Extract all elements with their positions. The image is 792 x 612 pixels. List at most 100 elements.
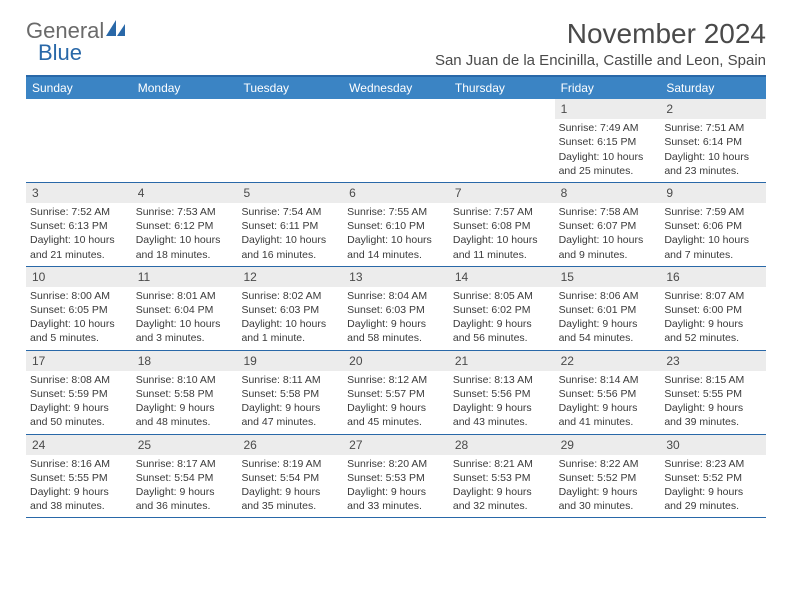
sunset-text: Sunset: 6:02 PM xyxy=(453,303,551,317)
daylight-text: Daylight: 10 hours and 16 minutes. xyxy=(241,233,339,261)
day-number: 21 xyxy=(449,351,555,371)
daylight-text: Daylight: 9 hours and 50 minutes. xyxy=(30,401,128,429)
day-number: 7 xyxy=(449,183,555,203)
day-number: 25 xyxy=(132,435,238,455)
blank-cell xyxy=(343,99,449,182)
sunrise-text: Sunrise: 7:55 AM xyxy=(347,205,445,219)
sunrise-text: Sunrise: 7:57 AM xyxy=(453,205,551,219)
sunrise-text: Sunrise: 7:51 AM xyxy=(664,121,762,135)
day-number: 15 xyxy=(555,267,661,287)
sunset-text: Sunset: 5:56 PM xyxy=(453,387,551,401)
sunset-text: Sunset: 5:57 PM xyxy=(347,387,445,401)
daylight-text: Daylight: 9 hours and 32 minutes. xyxy=(453,485,551,513)
sunrise-text: Sunrise: 8:11 AM xyxy=(241,373,339,387)
sunrise-text: Sunrise: 8:20 AM xyxy=(347,457,445,471)
day-number: 6 xyxy=(343,183,449,203)
day-number: 14 xyxy=(449,267,555,287)
daylight-text: Daylight: 10 hours and 9 minutes. xyxy=(559,233,657,261)
day-number: 5 xyxy=(237,183,343,203)
day-cell: 10 Sunrise: 8:00 AMSunset: 6:05 PMDayligh… xyxy=(26,267,132,350)
sunrise-text: Sunrise: 7:49 AM xyxy=(559,121,657,135)
sunset-text: Sunset: 5:55 PM xyxy=(30,471,128,485)
daylight-text: Daylight: 9 hours and 45 minutes. xyxy=(347,401,445,429)
day-cell: 22Sunrise: 8:14 AMSunset: 5:56 PMDayligh… xyxy=(555,351,661,434)
daylight-text: Daylight: 9 hours and 39 minutes. xyxy=(664,401,762,429)
sunset-text: Sunset: 5:53 PM xyxy=(453,471,551,485)
dayhead: Friday xyxy=(555,77,661,99)
week-row: 17Sunrise: 8:08 AMSunset: 5:59 PMDayligh… xyxy=(26,351,766,435)
sunset-text: Sunset: 6:08 PM xyxy=(453,219,551,233)
day-number: 13 xyxy=(343,267,449,287)
day-number: 17 xyxy=(26,351,132,371)
daylight-text: Daylight: 9 hours and 36 minutes. xyxy=(136,485,234,513)
sunset-text: Sunset: 6:05 PM xyxy=(30,303,128,317)
sunset-text: Sunset: 6:06 PM xyxy=(664,219,762,233)
day-cell: 13Sunrise: 8:04 AMSunset: 6:03 PMDayligh… xyxy=(343,267,449,350)
day-number: 9 xyxy=(660,183,766,203)
sunset-text: Sunset: 6:07 PM xyxy=(559,219,657,233)
day-cell: 26Sunrise: 8:19 AMSunset: 5:54 PMDayligh… xyxy=(237,435,343,518)
blank-cell xyxy=(237,99,343,182)
daylight-text: Daylight: 10 hours and 14 minutes. xyxy=(347,233,445,261)
day-number: 20 xyxy=(343,351,449,371)
daylight-text: Daylight: 10 hours and 21 minutes. xyxy=(30,233,128,261)
dayhead: Saturday xyxy=(660,77,766,99)
blank-daynum xyxy=(26,99,132,119)
sunrise-text: Sunrise: 8:00 AM xyxy=(30,289,128,303)
sunset-text: Sunset: 5:52 PM xyxy=(664,471,762,485)
daylight-text: Daylight: 9 hours and 54 minutes. xyxy=(559,317,657,345)
day-cell: 7Sunrise: 7:57 AMSunset: 6:08 PMDaylight… xyxy=(449,183,555,266)
day-number: 30 xyxy=(660,435,766,455)
day-cell: 23Sunrise: 8:15 AMSunset: 5:55 PMDayligh… xyxy=(660,351,766,434)
daylight-text: Daylight: 9 hours and 35 minutes. xyxy=(241,485,339,513)
day-number: 23 xyxy=(660,351,766,371)
sunset-text: Sunset: 6:04 PM xyxy=(136,303,234,317)
day-cell: 29Sunrise: 8:22 AMSunset: 5:52 PMDayligh… xyxy=(555,435,661,518)
day-number: 10 xyxy=(26,267,132,287)
day-cell: 27Sunrise: 8:20 AMSunset: 5:53 PMDayligh… xyxy=(343,435,449,518)
daylight-text: Daylight: 9 hours and 52 minutes. xyxy=(664,317,762,345)
sunrise-text: Sunrise: 8:21 AM xyxy=(453,457,551,471)
daylight-text: Daylight: 9 hours and 47 minutes. xyxy=(241,401,339,429)
sunrise-text: Sunrise: 8:04 AM xyxy=(347,289,445,303)
daylight-text: Daylight: 9 hours and 56 minutes. xyxy=(453,317,551,345)
day-number: 19 xyxy=(237,351,343,371)
day-cell: 9Sunrise: 7:59 AMSunset: 6:06 PMDaylight… xyxy=(660,183,766,266)
daylight-text: Daylight: 9 hours and 30 minutes. xyxy=(559,485,657,513)
day-cell: 14 Sunrise: 8:05 AMSunset: 6:02 PMDayligh… xyxy=(449,267,555,350)
month-title: November 2024 xyxy=(435,18,766,50)
blank-daynum xyxy=(449,99,555,119)
day-number: 22 xyxy=(555,351,661,371)
day-cell: 4Sunrise: 7:53 AMSunset: 6:12 PMDaylight… xyxy=(132,183,238,266)
day-cell: 1Sunrise: 7:49 AMSunset: 6:15 PMDaylight… xyxy=(555,99,661,182)
sunrise-text: Sunrise: 8:08 AM xyxy=(30,373,128,387)
day-cell: 28Sunrise: 8:21 AMSunset: 5:53 PMDayligh… xyxy=(449,435,555,518)
sunrise-text: Sunrise: 8:17 AM xyxy=(136,457,234,471)
sunrise-text: Sunrise: 8:06 AM xyxy=(559,289,657,303)
sunrise-text: Sunrise: 7:54 AM xyxy=(241,205,339,219)
sunrise-text: Sunrise: 8:05 AM xyxy=(453,289,551,303)
daylight-text: Daylight: 10 hours and 5 minutes. xyxy=(30,317,128,345)
header: General Blue November 2024 San Juan de l… xyxy=(26,18,766,69)
sunset-text: Sunset: 5:59 PM xyxy=(30,387,128,401)
sunrise-text: Sunrise: 8:22 AM xyxy=(559,457,657,471)
day-number: 2 xyxy=(660,99,766,119)
dayhead: Wednesday xyxy=(343,77,449,99)
day-number: 1 xyxy=(555,99,661,119)
logo-sail-icon xyxy=(106,16,126,42)
day-cell: 18Sunrise: 8:10 AMSunset: 5:58 PMDayligh… xyxy=(132,351,238,434)
sunrise-text: Sunrise: 7:59 AM xyxy=(664,205,762,219)
sunset-text: Sunset: 5:55 PM xyxy=(664,387,762,401)
day-cell: 30Sunrise: 8:23 AMSunset: 5:52 PMDayligh… xyxy=(660,435,766,518)
day-cell: 21Sunrise: 8:13 AMSunset: 5:56 PMDayligh… xyxy=(449,351,555,434)
sunset-text: Sunset: 5:54 PM xyxy=(136,471,234,485)
day-number: 18 xyxy=(132,351,238,371)
day-number: 24 xyxy=(26,435,132,455)
daylight-text: Daylight: 10 hours and 25 minutes. xyxy=(559,150,657,178)
day-cell: 16Sunrise: 8:07 AMSunset: 6:00 PMDayligh… xyxy=(660,267,766,350)
day-cell: 25 Sunrise: 8:17 AMSunset: 5:54 PMDayligh… xyxy=(132,435,238,518)
weeks-container: 1Sunrise: 7:49 AMSunset: 6:15 PMDaylight… xyxy=(26,99,766,518)
day-number: 8 xyxy=(555,183,661,203)
blank-cell xyxy=(132,99,238,182)
daylight-text: Daylight: 9 hours and 58 minutes. xyxy=(347,317,445,345)
